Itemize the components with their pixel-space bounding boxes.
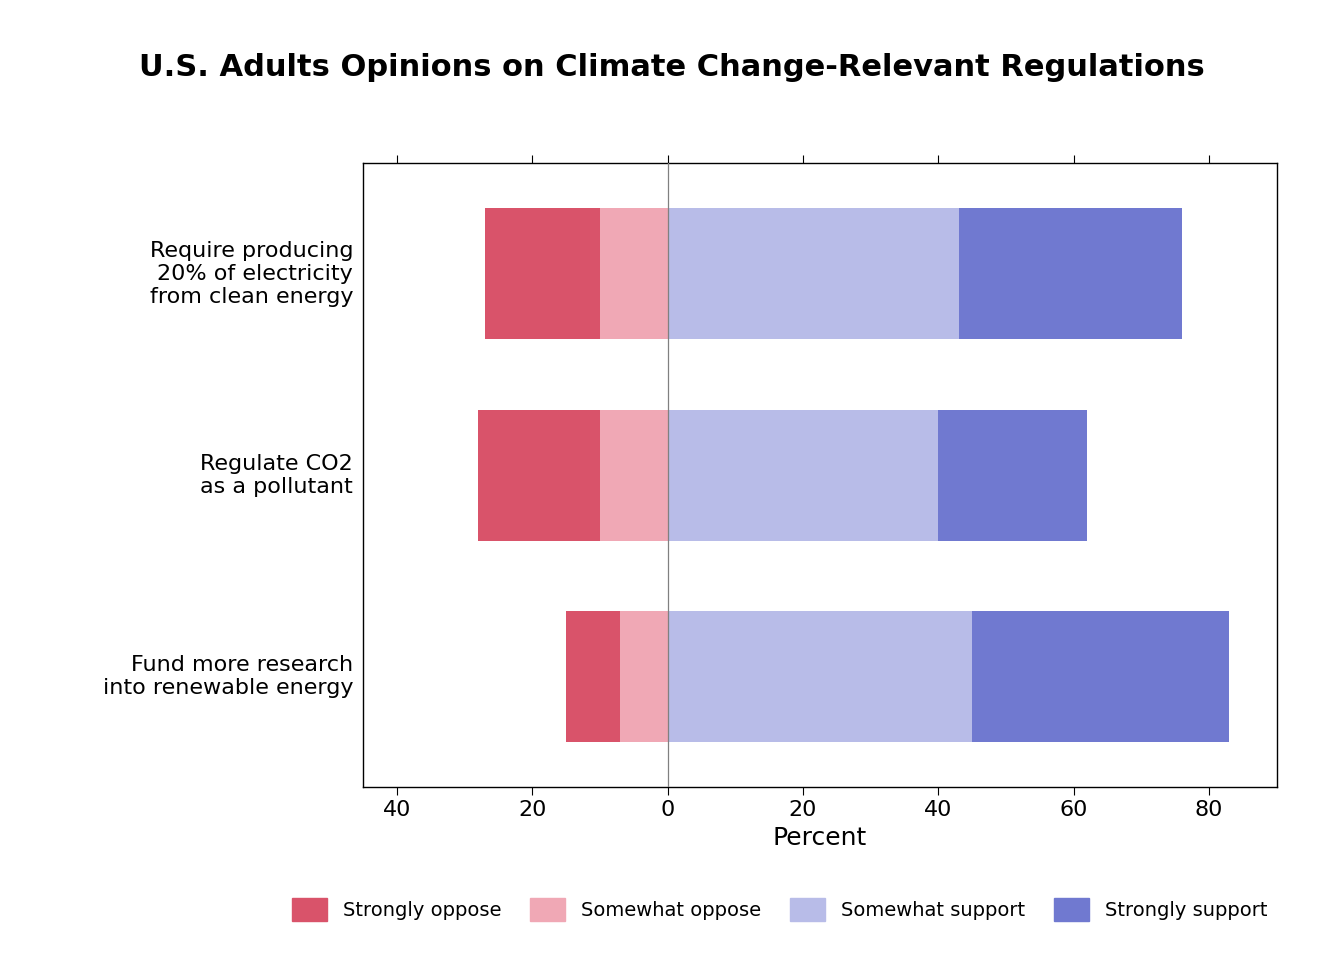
Bar xyxy=(668,410,938,540)
Bar xyxy=(958,208,1181,339)
Bar xyxy=(485,208,599,339)
Text: U.S. Adults Opinions on Climate Change-Relevant Regulations: U.S. Adults Opinions on Climate Change-R… xyxy=(140,53,1204,82)
Bar xyxy=(566,612,620,742)
Bar xyxy=(668,612,972,742)
Bar xyxy=(620,612,668,742)
Bar xyxy=(972,612,1230,742)
Bar xyxy=(938,410,1087,540)
Bar xyxy=(478,410,599,540)
X-axis label: Percent: Percent xyxy=(773,826,867,850)
Bar xyxy=(599,410,668,540)
Legend: Strongly oppose, Somewhat oppose, Somewhat support, Strongly support: Strongly oppose, Somewhat oppose, Somewh… xyxy=(282,888,1277,931)
Bar xyxy=(668,208,958,339)
Bar xyxy=(599,208,668,339)
